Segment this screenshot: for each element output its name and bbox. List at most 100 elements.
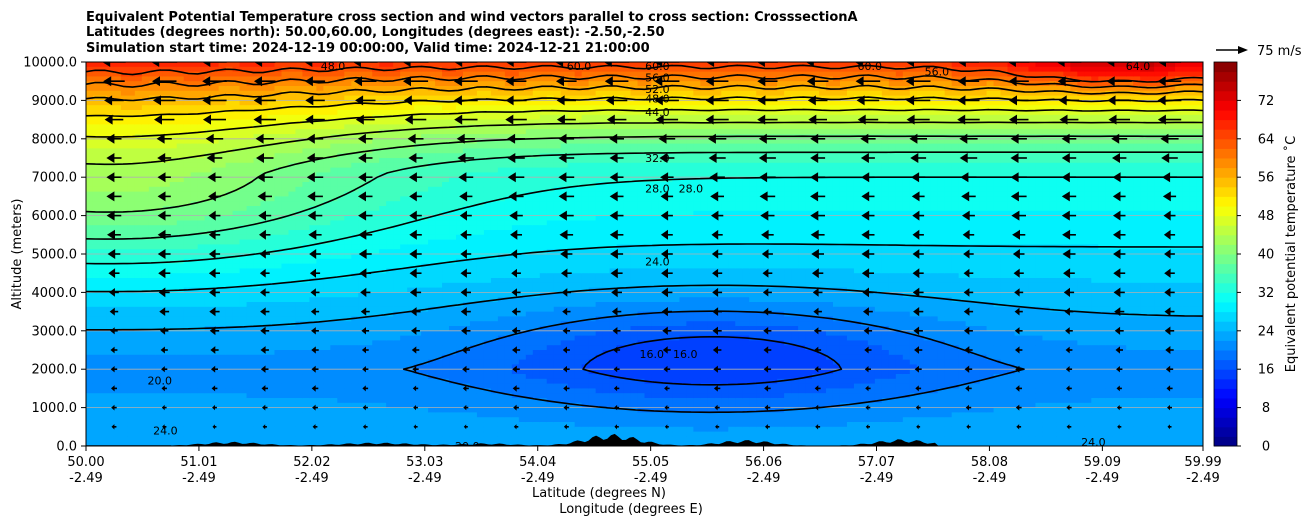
field-cell — [183, 206, 192, 212]
field-cell — [309, 62, 317, 68]
field-cell — [337, 388, 345, 394]
field-cell — [211, 105, 220, 111]
field-cell — [246, 297, 255, 303]
field-cell — [386, 258, 394, 265]
field-cell — [120, 350, 129, 356]
field-cell — [483, 311, 492, 317]
field-cell — [365, 143, 373, 149]
field-cell — [490, 292, 499, 298]
field-cell — [344, 302, 352, 308]
field-cell — [400, 263, 408, 269]
field-cell — [86, 71, 94, 77]
field-cell — [400, 206, 408, 212]
field-cell — [134, 273, 143, 279]
field-cell — [246, 254, 255, 260]
field-cell — [490, 345, 499, 351]
field-cell — [155, 321, 164, 327]
field-cell — [456, 321, 464, 327]
field-cell — [155, 186, 164, 193]
field-cell — [155, 273, 164, 279]
field-cell — [316, 90, 324, 97]
field-cell — [497, 191, 506, 197]
field-cell — [197, 62, 206, 68]
field-cell — [511, 407, 520, 413]
field-cell — [379, 340, 387, 346]
field-cell — [386, 230, 394, 236]
field-cell — [176, 167, 185, 173]
field-cell — [232, 273, 241, 279]
field-cell — [372, 330, 380, 337]
field-cell — [204, 158, 213, 164]
field-cell — [462, 441, 471, 446]
field-cell — [476, 311, 485, 317]
field-cell — [148, 86, 157, 92]
field-cell — [281, 278, 290, 284]
field-cell — [162, 182, 171, 188]
field-cell — [162, 278, 171, 284]
field-cell — [302, 311, 310, 317]
field-cell — [127, 210, 136, 217]
field-cell — [246, 95, 255, 101]
field-cell — [127, 402, 136, 409]
field-cell — [120, 263, 129, 269]
field-cell — [456, 417, 464, 423]
field-cell — [393, 316, 401, 322]
field-cell — [400, 426, 408, 433]
field-cell — [197, 191, 206, 197]
field-cell — [113, 153, 122, 159]
field-cell — [344, 383, 352, 389]
field-cell — [246, 431, 255, 437]
field-cell — [218, 244, 227, 250]
field-cell — [344, 407, 352, 413]
field-cell — [218, 302, 227, 308]
field-cell — [183, 340, 192, 346]
field-cell — [113, 393, 122, 399]
field-cell — [183, 81, 192, 87]
field-cell — [476, 62, 485, 68]
field-cell — [86, 254, 94, 260]
field-cell — [169, 119, 178, 125]
field-cell — [176, 345, 185, 351]
field-cell — [393, 378, 401, 385]
field-cell — [435, 359, 443, 365]
field-cell — [302, 426, 310, 433]
field-cell — [386, 374, 394, 380]
field-cell — [218, 378, 227, 385]
field-cell — [393, 138, 401, 145]
field-cell — [435, 234, 443, 241]
field-cell — [176, 158, 185, 164]
field-cell — [400, 422, 408, 428]
field-cell — [106, 422, 115, 428]
field-cell — [414, 138, 422, 145]
field-cell — [442, 258, 450, 265]
field-cell — [246, 383, 255, 389]
field-cell — [386, 71, 394, 77]
field-cell — [239, 350, 248, 356]
field-cell — [190, 340, 199, 346]
field-cell — [106, 345, 115, 351]
field-cell — [218, 186, 227, 193]
field-cell — [176, 364, 185, 370]
field-cell — [351, 234, 359, 241]
field-cell — [358, 316, 366, 322]
field-cell — [393, 393, 401, 399]
field-cell — [113, 138, 122, 145]
field-cell — [497, 287, 506, 293]
field-cell — [379, 167, 387, 173]
field-cell — [197, 244, 206, 250]
field-cell — [483, 383, 492, 389]
field-cell — [442, 76, 450, 82]
field-cell — [400, 306, 408, 313]
field-cell — [330, 359, 338, 365]
field-cell — [204, 148, 213, 154]
field-cell — [162, 201, 171, 207]
field-cell — [302, 158, 310, 164]
field-cell — [483, 100, 492, 106]
field-cell — [462, 95, 471, 101]
field-cell — [323, 119, 331, 125]
field-cell — [86, 393, 94, 399]
field-cell — [127, 393, 136, 399]
field-cell — [518, 177, 527, 183]
field-cell — [379, 239, 387, 245]
field-cell — [295, 196, 304, 202]
